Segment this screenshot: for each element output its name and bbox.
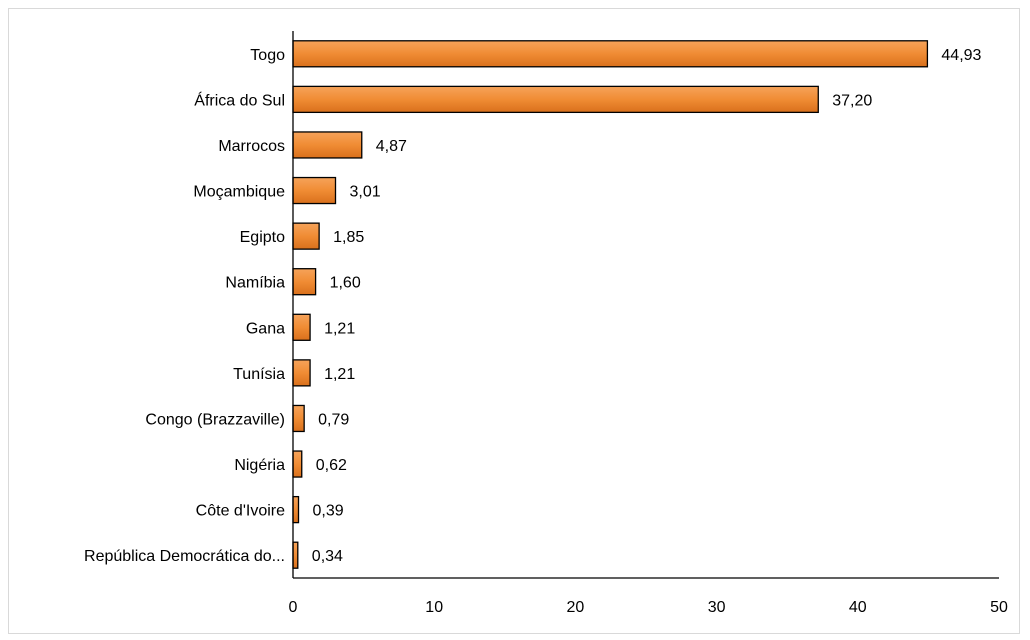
chart-frame: Togo 44,93 África do Sul 37,20 Marrocos 4,87 M… <box>8 8 1020 634</box>
ticks-layer: 0 10 20 30 40 50 <box>289 599 1008 616</box>
category-label: Togo <box>250 47 285 64</box>
bar-4 <box>292 176 337 205</box>
category-label: República Democrática do... <box>84 548 285 565</box>
category-label: Egipto <box>240 229 285 246</box>
category-label: Tunísia <box>233 366 285 383</box>
category-label: Namíbia <box>225 275 285 292</box>
data-label: 3,01 <box>350 184 381 201</box>
data-label: 0,34 <box>312 548 343 565</box>
data-label: 0,62 <box>316 457 347 474</box>
x-tick-label: 50 <box>990 599 1008 616</box>
x-tick-label: 0 <box>289 599 298 616</box>
bar-11 <box>292 495 300 524</box>
bar-10 <box>292 450 303 478</box>
data-label: 0,39 <box>313 503 344 520</box>
data-label: 1,21 <box>324 320 355 337</box>
category-label: Gana <box>246 320 285 337</box>
bar-8 <box>292 359 311 387</box>
category-label: Côte d'Ivoire <box>196 503 285 520</box>
data-label: 0,79 <box>318 411 349 428</box>
x-tick-label: 40 <box>849 599 867 616</box>
x-tick-label: 30 <box>708 599 726 616</box>
category-label: África do Sul <box>194 90 285 109</box>
bars-layer <box>292 40 929 569</box>
bar-3 <box>292 131 363 159</box>
bar-9 <box>292 404 305 433</box>
category-label: Nigéria <box>234 457 285 474</box>
data-label: 44,93 <box>941 47 981 64</box>
labels-layer: Togo 44,93 África do Sul 37,20 Marrocos 4,87 M… <box>84 47 982 565</box>
bar-7 <box>292 313 311 341</box>
bar-6 <box>292 268 317 296</box>
x-tick-label: 20 <box>567 599 585 616</box>
data-label: 1,85 <box>333 229 364 246</box>
data-label: 1,21 <box>324 366 355 383</box>
data-label: 4,87 <box>376 138 407 155</box>
category-label: Moçambique <box>193 184 285 201</box>
category-label: Marrocos <box>218 138 285 155</box>
bar-1 <box>292 40 929 68</box>
data-label: 1,60 <box>330 275 361 292</box>
data-label: 37,20 <box>832 92 872 109</box>
category-label: Congo (Brazzaville) <box>145 411 285 428</box>
x-tick-label: 10 <box>425 599 443 616</box>
bar-5 <box>292 222 320 250</box>
bar-2 <box>292 85 819 114</box>
bar-chart: Togo 44,93 África do Sul 37,20 Marrocos 4,87 M… <box>84 31 1008 616</box>
bar-12 <box>292 541 299 569</box>
